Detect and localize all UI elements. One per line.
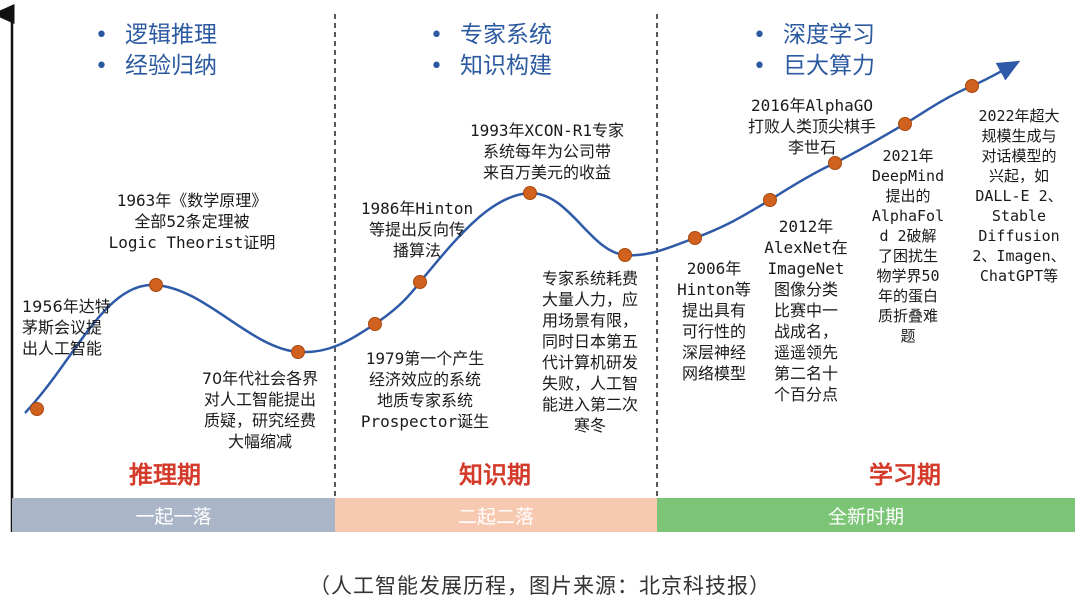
event-1986: 1986年Hinton 等提出反向传 播算法 <box>360 199 474 260</box>
phase-band-2: 二起二落 <box>335 498 657 532</box>
bullet-dot-icon: • <box>753 23 766 48</box>
phase-band-1: 一起一落 <box>12 498 335 532</box>
event-1970s: 70年代社会各界 对人工智能提出 质疑，研究经费 大幅缩减 <box>201 369 319 451</box>
period-label-reasoning: 推理期 <box>129 461 201 489</box>
phase-3-bullets: • 深度学习 • 巨大算力 <box>753 20 875 82</box>
phase-1-bullets: • 逻辑推理 • 经验归纳 <box>95 20 217 82</box>
phase-band-3: 全新时期 <box>657 498 1075 532</box>
event-2022: 2022年超大 规模生成与 对话模型的 兴起，如 DALL-E 2、 Stabl… <box>972 107 1066 285</box>
event-marker-10 <box>828 156 842 170</box>
bullet-item: • 巨大算力 <box>753 51 875 82</box>
event-second-winter: 专家系统耗费 大量人力，应 用场景有限， 同时日本第五 代计算机研发 失败，人工… <box>541 269 638 435</box>
event-marker-4 <box>368 317 382 331</box>
event-marker-6 <box>523 186 537 200</box>
figure-caption: （人工智能发展历程，图片来源：北京科技报） <box>309 574 771 598</box>
bullet-item: • 专家系统 <box>430 20 552 51</box>
event-marker-12 <box>965 79 979 93</box>
development-curve <box>24 60 1021 414</box>
bullet-item: • 经验归纳 <box>95 51 217 82</box>
bullet-item: • 逻辑推理 <box>95 20 217 51</box>
bullet-dot-icon: • <box>430 23 443 48</box>
period-label-knowledge: 知识期 <box>459 461 531 489</box>
phase-2-bullets: • 专家系统 • 知识构建 <box>430 20 552 82</box>
event-1979: 1979第一个产生 经济效应的系统 地质专家系统 Prospector诞生 <box>360 349 490 431</box>
event-1956: 1956年达特 茅斯会议提 出人工智能 <box>22 297 111 358</box>
event-marker-11 <box>898 117 912 131</box>
event-marker-2 <box>149 278 163 292</box>
event-marker-1 <box>30 402 44 416</box>
event-2006: 2006年 Hinton等 提出具有 可行性的 深层神经 网络模型 <box>677 259 751 383</box>
event-1993: 1993年XCON-R1专家 系统每年为公司带 来百万美元的收益 <box>470 121 624 182</box>
event-markers <box>30 79 979 416</box>
event-marker-8 <box>688 231 702 245</box>
period-label-learning: 学习期 <box>869 461 941 489</box>
bullet-dot-icon: • <box>95 54 108 79</box>
bullet-dot-icon: • <box>753 54 766 79</box>
event-marker-5 <box>413 275 427 289</box>
bullet-item: • 深度学习 <box>753 20 875 51</box>
event-marker-3 <box>291 345 305 359</box>
event-1963: 1963年《数学原理》 全部52条定理被 Logic Theorist证明 <box>108 191 276 252</box>
event-2021: 2021年 DeepMind 提出的 AlphaFol d 2破解 了困扰生 物… <box>871 147 945 345</box>
event-marker-9 <box>763 193 777 207</box>
event-2012: 2012年 AlexNet在 ImageNet 图像分类 比赛中一 战成名， 遥… <box>764 217 848 404</box>
event-marker-7 <box>618 248 632 262</box>
bullet-dot-icon: • <box>95 23 108 48</box>
event-2016: 2016年AlphaGO 打败人类顶尖棋手 李世石 <box>747 96 876 157</box>
bullet-dot-icon: • <box>430 54 443 79</box>
bullet-item: • 知识构建 <box>430 51 552 82</box>
